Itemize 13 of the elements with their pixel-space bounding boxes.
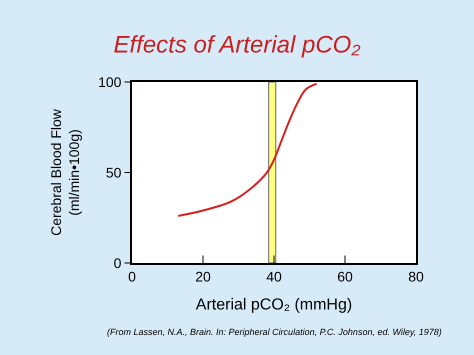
- x-tick-label: 20: [195, 268, 211, 285]
- x-axis-title: Arterial pCO₂ (mmHg): [196, 296, 352, 314]
- y-tick-label: 50: [106, 164, 122, 180]
- x-tick-label: 40: [266, 268, 282, 285]
- x-tick-label: 0: [128, 268, 136, 285]
- y-tick-label: 0: [114, 254, 122, 271]
- x-tick-label: 80: [408, 268, 424, 285]
- chart-title: Effects of Arterial pCO₂: [113, 31, 361, 58]
- y-tick-label: 100: [98, 74, 122, 90]
- x-tick-label: 60: [337, 268, 353, 285]
- y-axis-title: Cerebral Blood Flow (ml/min•100g): [48, 108, 82, 236]
- line-series: [177, 82, 318, 217]
- text: (From Lassen, N.A., Brain. In: Peripheral Circulation, P.C. Johnson, ed. Wiley, 1978): [107, 327, 442, 337]
